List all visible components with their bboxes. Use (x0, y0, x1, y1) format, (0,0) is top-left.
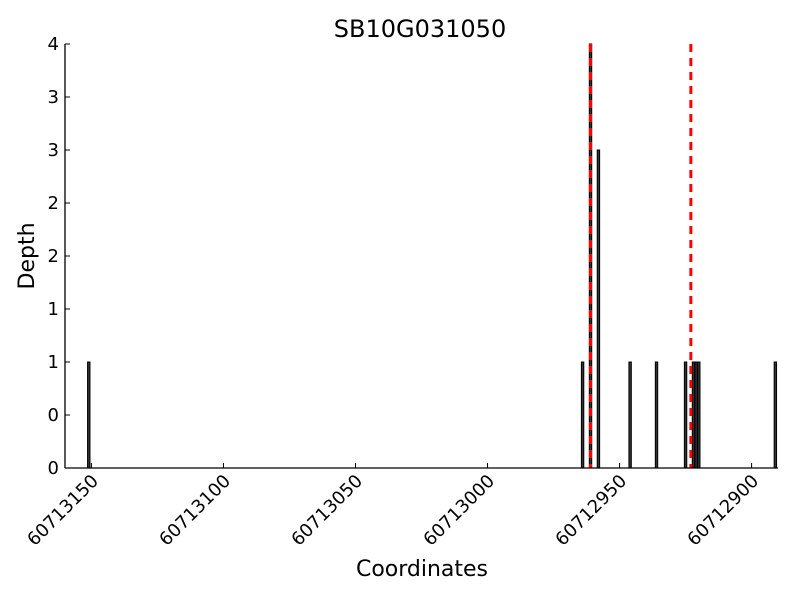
y-tick-label: 0 (48, 405, 59, 426)
y-tick-label: 1 (48, 352, 59, 373)
bar (87, 361, 91, 469)
y-tick-label: 0 (48, 458, 59, 479)
y-tick-label: 3 (48, 87, 59, 108)
y-ticks-layer: 0 0 1 1 2 2 3 3 4 (48, 34, 70, 479)
bar (694, 361, 698, 469)
bar (654, 361, 659, 469)
bar (683, 361, 688, 469)
y-tick-label: 4 (48, 34, 59, 55)
y-tick-label: 2 (48, 246, 59, 267)
bar (691, 361, 696, 469)
y-tick-label: 2 (48, 193, 59, 214)
x-axis-label: Coordinates (356, 557, 488, 582)
y-tick-label: 1 (48, 299, 59, 320)
bar (580, 361, 585, 469)
bar (628, 361, 632, 469)
bar (697, 361, 701, 469)
bar (596, 149, 601, 469)
bar (773, 361, 778, 469)
reference-lines-layer (589, 44, 693, 468)
y-tick-label: 3 (48, 140, 59, 161)
y-axis-label: Depth (15, 222, 40, 289)
chart-title: SB10G031050 (334, 15, 506, 43)
